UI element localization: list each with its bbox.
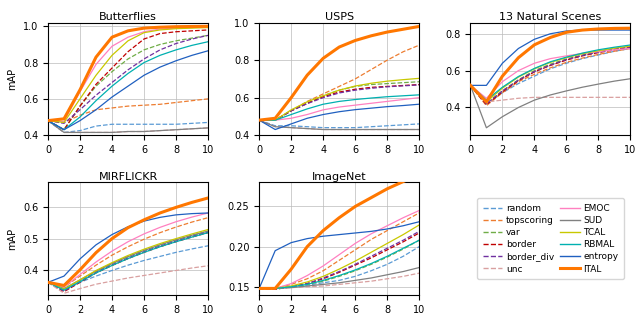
Y-axis label: mAP: mAP [8,68,17,90]
Legend: random, topscoring, var, border, border_div, unc, EMOC, SUD, TCAL, RBMAL, entrop: random, topscoring, var, border, border_… [477,198,624,279]
Title: USPS: USPS [324,12,354,22]
Title: MIRFLICKR: MIRFLICKR [99,172,157,181]
Y-axis label: mAP: mAP [7,227,17,250]
Title: Butterflies: Butterflies [99,12,157,22]
Title: ImageNet: ImageNet [312,172,367,181]
Title: 13 Natural Scenes: 13 Natural Scenes [499,12,602,22]
